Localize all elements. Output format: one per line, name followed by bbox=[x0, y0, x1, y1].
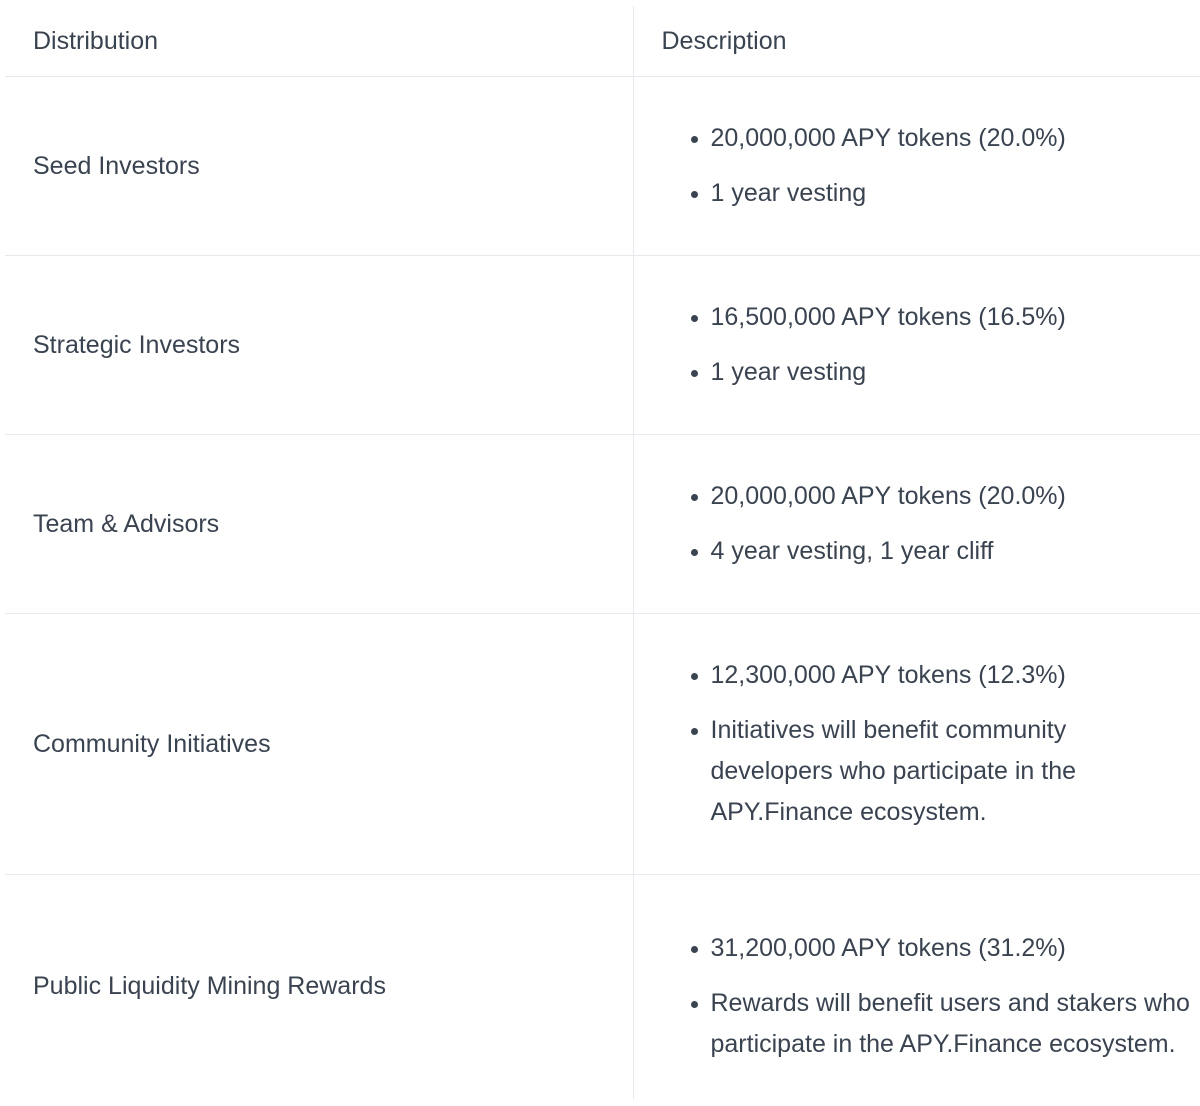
list-item: Initiatives will benefit community devel… bbox=[711, 710, 1125, 833]
description-cell: 16,500,000 APY tokens (16.5%) 1 year ves… bbox=[633, 256, 1200, 435]
list-item: 1 year vesting bbox=[711, 173, 1200, 214]
list-item: 31,200,000 APY tokens (31.2%) bbox=[711, 928, 1195, 969]
description-cell: 20,000,000 APY tokens (20.0%) 4 year ves… bbox=[633, 435, 1200, 614]
table-row: Public Liquidity Mining Rewards 31,200,0… bbox=[5, 875, 1200, 1099]
table-row: Team & Advisors 20,000,000 APY tokens (2… bbox=[5, 435, 1200, 614]
description-cell: 12,300,000 APY tokens (12.3%) Initiative… bbox=[633, 614, 1200, 875]
distribution-cell: Seed Investors bbox=[5, 77, 633, 256]
table-row: Community Initiatives 12,300,000 APY tok… bbox=[5, 614, 1200, 875]
description-cell: 20,000,000 APY tokens (20.0%) 1 year ves… bbox=[633, 77, 1200, 256]
list-item: 20,000,000 APY tokens (20.0%) bbox=[711, 476, 1200, 517]
list-item: 4 year vesting, 1 year cliff bbox=[711, 531, 1200, 572]
list-item: Rewards will benefit users and stakers w… bbox=[711, 983, 1195, 1065]
distribution-cell: Team & Advisors bbox=[5, 435, 633, 614]
list-item: 20,000,000 APY tokens (20.0%) bbox=[711, 118, 1200, 159]
description-cell: 31,200,000 APY tokens (31.2%) Rewards wi… bbox=[633, 875, 1200, 1099]
table-row: Seed Investors 20,000,000 APY tokens (20… bbox=[5, 77, 1200, 256]
distribution-cell: Strategic Investors bbox=[5, 256, 633, 435]
table-header-row: Distribution Description bbox=[5, 6, 1200, 77]
distribution-cell: Community Initiatives bbox=[5, 614, 633, 875]
list-item: 12,300,000 APY tokens (12.3%) bbox=[711, 655, 1125, 696]
token-distribution-table: Distribution Description Seed Investors … bbox=[5, 6, 1200, 1099]
list-item: 1 year vesting bbox=[711, 352, 1200, 393]
table-row: Strategic Investors 16,500,000 APY token… bbox=[5, 256, 1200, 435]
distribution-cell: Public Liquidity Mining Rewards bbox=[5, 875, 633, 1099]
header-description: Description bbox=[633, 6, 1200, 77]
header-distribution: Distribution bbox=[5, 6, 633, 77]
list-item: 16,500,000 APY tokens (16.5%) bbox=[711, 297, 1200, 338]
